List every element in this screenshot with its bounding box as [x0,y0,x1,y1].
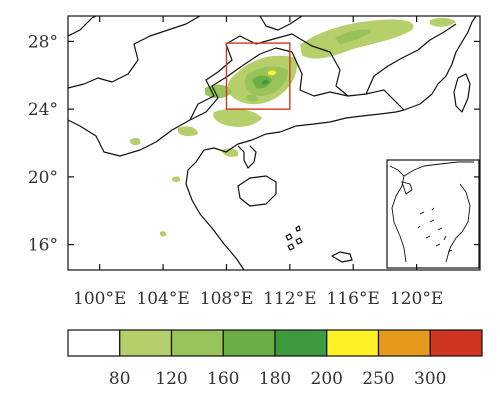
study-region-box [225,42,291,110]
hainan-island [237,175,277,207]
border-central [189,33,349,121]
precipitation-shading [130,17,456,237]
colorbar-swatch [377,329,431,357]
rain-patch-box-core [262,79,269,85]
coastline-vietnam [185,149,245,270]
rain-patch-west [205,84,232,99]
lat-tick-label: 24° [28,100,58,120]
inset-coast-west [389,165,407,263]
lon-tick-label: 120°E [390,289,443,309]
colorbar: 80 120 160 180 200 250 300 [67,329,483,389]
map-panel: 100°E 104°E 108°E 112°E 116°E 120°E 28° 24° 20°… [28,15,481,309]
colorbar-level-label: 200 [311,369,343,389]
rain-patch-small-1 [130,137,141,146]
lon-tick-label: 100°E [73,289,126,309]
inset-islands [417,207,453,253]
longitude-axis: 100°E 104°E 108°E 112°E 116°E 120°E [73,16,443,309]
inset-coast-north [403,161,474,177]
leizhou-peninsula [237,145,257,169]
map-frame [67,15,481,271]
rain-patch-small-3 [160,231,167,237]
lon-tick-label: 104°E [136,289,189,309]
coastline-east [403,16,477,111]
rain-patch-box-peak [268,70,276,76]
inset-coast-east [445,183,471,263]
rain-patch-far-northeast [430,17,456,27]
border-north [259,16,303,31]
border-northwest [68,16,201,89]
colorbar-swatch [67,329,121,357]
border-province-south [291,51,405,111]
rain-patch-northeast-core [335,29,372,44]
colorbar-swatch [119,329,173,357]
inset-hainan [401,181,413,195]
inset-frame [386,159,480,269]
colorbar-swatch [274,329,328,357]
paracel-islands [285,225,303,251]
taiwan-island [453,73,471,113]
colorbar-swatch [170,329,224,357]
colorbar-swatch [222,329,276,357]
colorbar-swatch [326,329,380,357]
rain-patch-coast [222,148,239,157]
inset-map [386,159,480,269]
lon-tick-label: 116°E [327,289,380,309]
border-east [365,23,457,95]
lat-tick-label: 28° [28,32,58,52]
island-south [331,251,353,263]
colorbar-level-label: 300 [414,369,446,389]
colorbar-swatch [429,329,483,357]
lat-tick-label: 16° [28,236,58,256]
lon-tick-label: 112°E [263,289,316,309]
latitude-axis: 28° 24° 20° 16° [28,32,480,256]
rain-patch-southwest [178,126,198,137]
lon-tick-label: 108°E [200,289,253,309]
rain-patch-south [213,108,262,127]
coastline-and-boundaries [68,16,477,270]
colorbar-level-label: 120 [155,369,187,389]
colorbar-level-label: 180 [259,369,291,389]
colorbar-level-label: 160 [207,369,239,389]
rain-patch-small-2 [172,176,181,183]
colorbar-level-label: 80 [109,369,131,389]
rain-patch-small-4 [246,94,258,102]
colorbar-level-label: 250 [362,369,394,389]
lat-tick-label: 20° [28,168,58,188]
coastline-south [203,109,405,153]
